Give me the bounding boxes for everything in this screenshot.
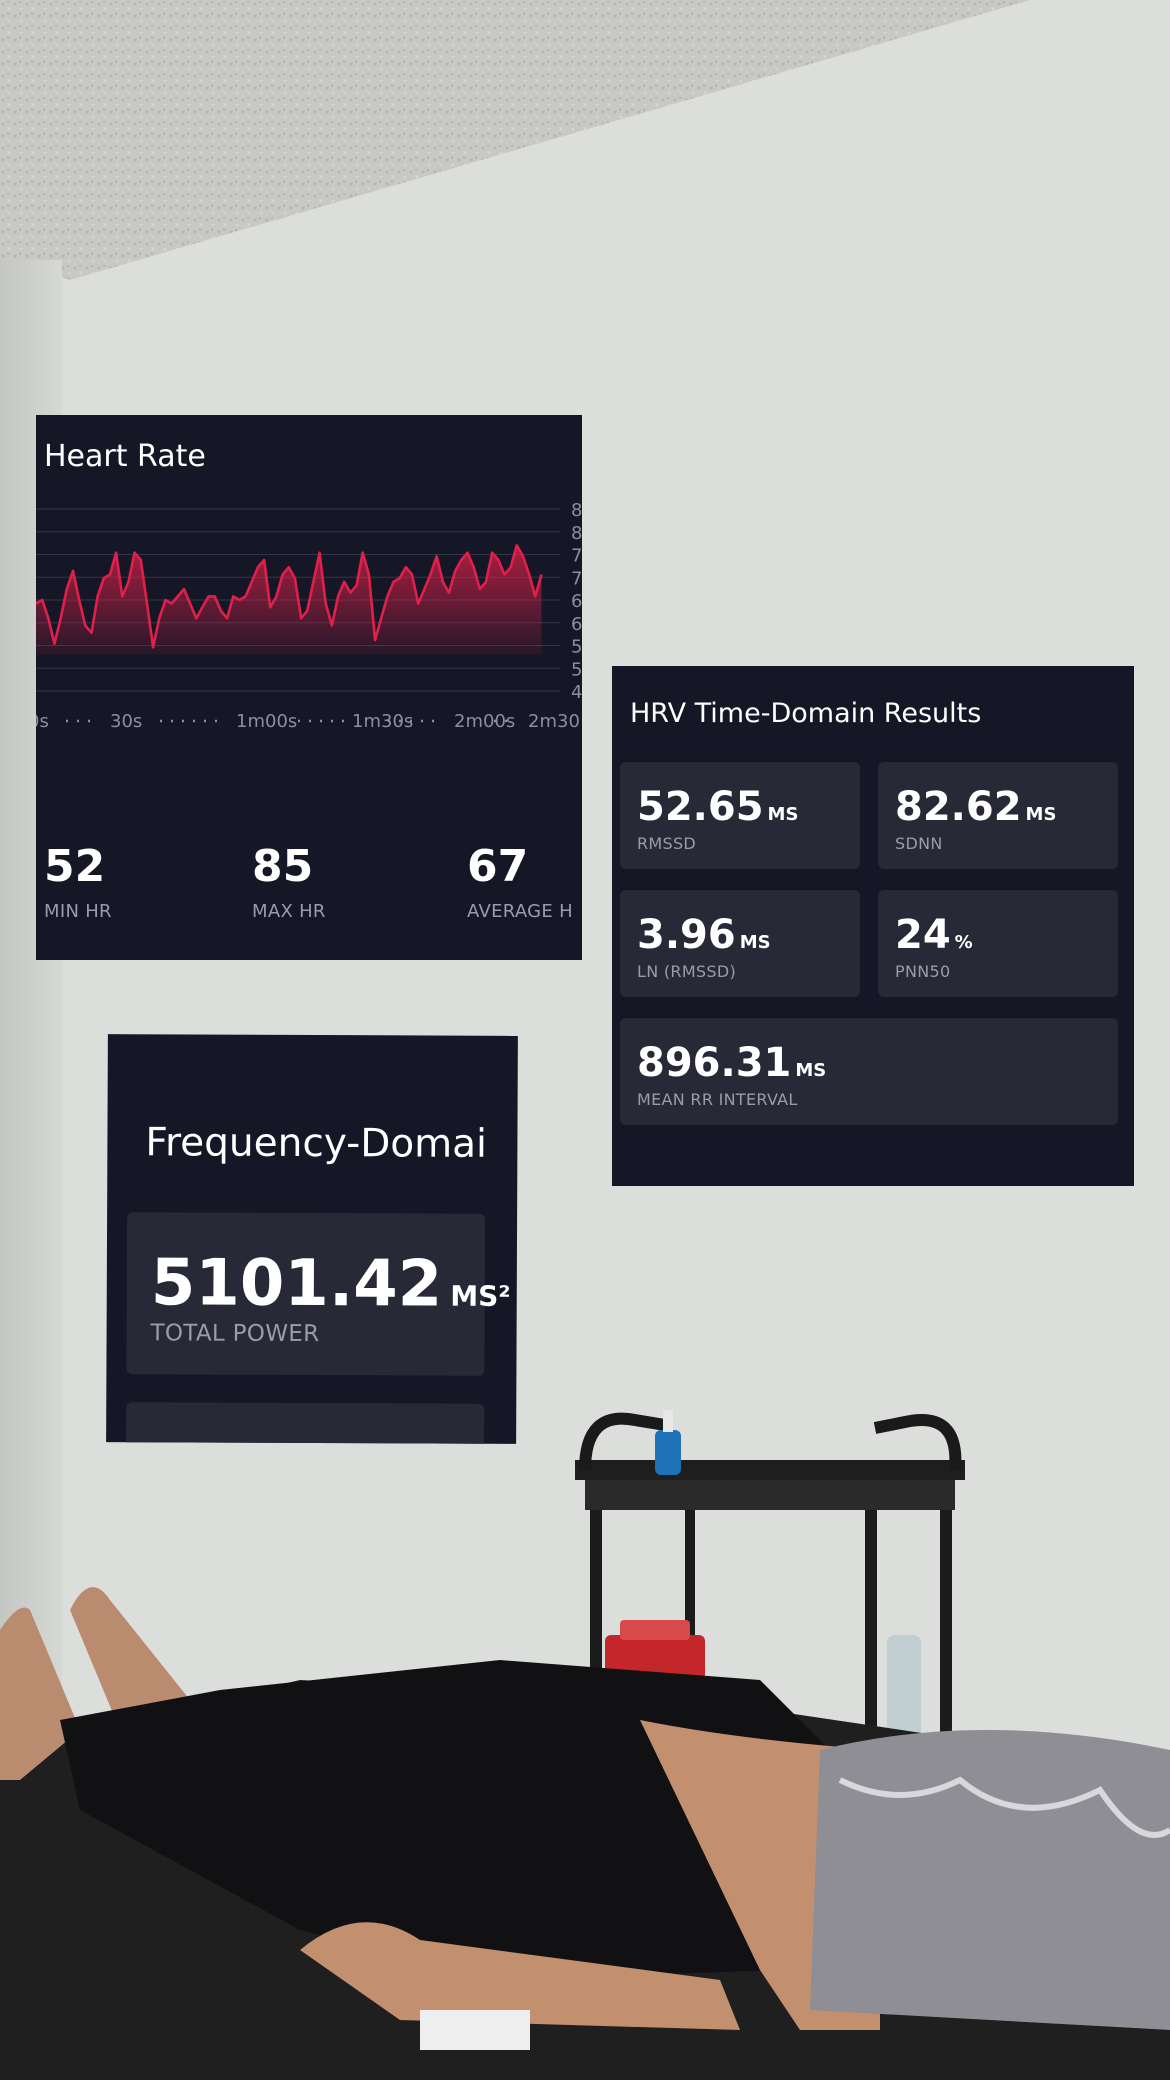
x-tick-label: 1m00s [236,711,297,732]
pnn50-unit: % [954,932,973,953]
heart-rate-panel: Heart Rate 8877665540s30s1m00s1m30s2m00s… [36,415,582,960]
y-tick-label: 4 [571,682,582,703]
y-tick-label: 6 [571,614,582,635]
ln-rmssd-value: 3.96 [637,912,736,958]
next-metric-tile [126,1402,485,1444]
rmssd-tile: 52.65 MS RMSSD [620,762,860,869]
max-hr-stat: 85 MAX HR [252,841,326,923]
mean-rr-unit: MS [795,1060,827,1081]
ln-rmssd-label: LN (RMSSD) [637,962,737,981]
average-hr-label: AVERAGE H [467,901,573,922]
heart-rate-line [36,544,543,649]
x-tick-label: 0s [36,711,49,732]
total-power-tile: 5101.42 MS² TOTAL POWER [126,1212,511,1376]
sdnn-unit: MS [1025,804,1057,825]
hrv-time-domain-title: HRV Time-Domain Results [630,698,982,729]
average-hr-stat: 67 AVERAGE H [467,841,573,923]
x-tick-label: 30s [110,711,142,732]
y-tick-label: 6 [571,591,582,612]
x-tick-label: 1m30s [352,711,413,732]
heart-rate-area [36,545,542,655]
x-tick-label: 2m30 [528,711,580,732]
heart-rate-title: Heart Rate [44,439,206,474]
max-hr-value: 85 [252,841,314,892]
rmssd-value: 52.65 [637,784,764,830]
y-tick-label: 7 [571,568,582,589]
pnn50-label: PNN50 [895,962,951,981]
rmssd-label: RMSSD [637,834,697,853]
average-hr-value: 67 [467,841,529,892]
ln-rmssd-unit: MS [739,932,771,953]
ceiling [0,0,1170,300]
mean-rr-label: MEAN RR INTERVAL [637,1090,798,1109]
min-hr-value: 52 [44,841,106,892]
mean-rr-value: 896.31 [637,1040,792,1086]
sdnn-value: 82.62 [895,784,1022,830]
heart-rate-chart: 8877665540s30s1m00s1m30s2m00s2m30 [36,500,582,732]
sdnn-tile: 82.62 MS SDNN [878,762,1118,869]
total-power-unit: MS² [450,1279,511,1313]
total-power-value: 5101.42 [150,1246,443,1322]
y-tick-label: 5 [571,659,582,680]
y-tick-label: 7 [571,546,582,567]
pnn50-tile: 24% PNN50 [878,890,1118,997]
frequency-domain-title: Frequency-Domai [145,1120,487,1167]
max-hr-label: MAX HR [252,901,326,922]
min-hr-label: MIN HR [44,901,112,922]
y-tick-label: 8 [571,523,582,544]
y-tick-label: 8 [571,500,582,521]
ln-rmssd-tile: 3.96 MS LN (RMSSD) [620,890,860,997]
pnn50-value: 24 [895,912,951,958]
sdnn-label: SDNN [895,834,943,853]
min-hr-stat: 52 MIN HR [44,841,112,923]
rmssd-unit: MS [767,804,799,825]
x-tick-label: 2m00s [454,711,515,732]
person-lying-on-table [0,1550,1170,2080]
total-power-label: TOTAL POWER [150,1320,320,1348]
frequency-domain-panel: Frequency-Domai 5101.42 MS² TOTAL POWER [106,1034,518,1444]
hrv-time-domain-panel: HRV Time-Domain Results 52.65 MS RMSSD 82… [612,666,1134,1186]
y-tick-label: 5 [571,637,582,658]
mean-rr-tile: 896.31 MS MEAN RR INTERVAL [620,1018,1118,1125]
